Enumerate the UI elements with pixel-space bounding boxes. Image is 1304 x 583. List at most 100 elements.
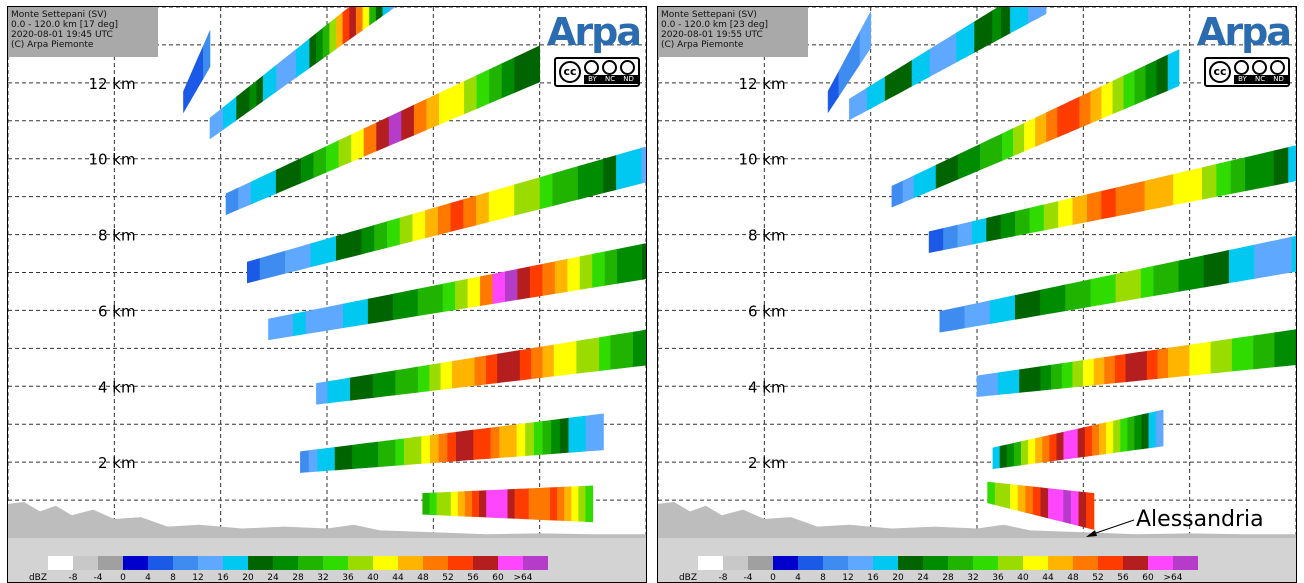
reflectivity-cell — [401, 104, 415, 141]
reflectivity-cell — [203, 30, 211, 80]
reflectivity-cell — [938, 37, 949, 73]
reflectivity-cell — [1144, 177, 1160, 211]
reflectivity-cell — [438, 432, 448, 463]
cc-license-icon: cc BY NC ND — [1204, 57, 1290, 87]
reflectivity-cell — [1065, 281, 1079, 312]
reflectivity-cell — [309, 32, 317, 69]
reflectivity-cell — [1165, 260, 1180, 294]
reflectivity-cell — [360, 442, 371, 469]
reflectivity-cell — [308, 449, 319, 473]
reflectivity-cell — [429, 434, 440, 464]
reflectivity-cell — [514, 180, 528, 216]
reflectivity-cell — [413, 98, 428, 136]
reflectivity-cell — [1002, 295, 1016, 322]
reflectivity-cell — [992, 445, 1001, 470]
reflectivity-cell — [557, 486, 565, 521]
reflectivity-cell — [987, 372, 999, 396]
reflectivity-cell — [442, 281, 456, 312]
legend-tick-label: 12 — [842, 573, 853, 582]
reflectivity-cell — [1263, 332, 1276, 369]
reflectivity-cell — [559, 417, 570, 454]
elevation-scan — [849, 7, 1047, 121]
annotation-leader — [1089, 519, 1135, 536]
reflectivity-cell — [526, 45, 541, 88]
reflectivity-cell — [1052, 284, 1066, 314]
annotation-arrowhead — [1086, 530, 1097, 537]
reflectivity-cell — [1145, 59, 1158, 101]
legend-swatch — [748, 556, 773, 570]
cc-symbol: cc — [1209, 61, 1231, 83]
reflectivity-cell — [417, 364, 430, 393]
elevation-scan — [225, 45, 541, 216]
legend-swatch — [248, 556, 273, 570]
reflectivity-cell — [1025, 485, 1034, 515]
license-nc: NC — [604, 75, 616, 83]
reflectivity-cell — [578, 485, 587, 522]
reflectivity-cell — [256, 75, 264, 107]
reflectivity-cell — [939, 308, 953, 333]
reflectivity-cell — [592, 251, 606, 288]
reflectivity-cell — [479, 490, 487, 518]
reflectivity-cell — [1242, 335, 1254, 371]
reflectivity-cell — [1103, 273, 1117, 305]
reflectivity-cell — [440, 361, 453, 390]
y-tick-label: 4 km — [748, 378, 786, 396]
reflectivity-cell — [1015, 207, 1031, 237]
legend-tick-label: 16 — [867, 573, 879, 582]
reflectivity-cell — [1148, 411, 1157, 449]
legend-tick-label: -8 — [719, 573, 728, 582]
reflectivity-cell — [603, 155, 617, 194]
legend-tick-label: 16 — [217, 573, 229, 582]
reflectivity-cell — [380, 293, 394, 323]
reflectivity-cell — [1019, 367, 1031, 393]
reflectivity-cell — [247, 258, 261, 284]
reflectivity-cell — [859, 11, 871, 65]
reflectivity-cell — [443, 491, 452, 516]
legend-tick-label: 28 — [942, 573, 954, 582]
elevation-scan — [247, 146, 646, 284]
station-text: Monte Settepani (SV) — [11, 10, 107, 20]
legend-swatch — [773, 556, 798, 570]
reflectivity-cell — [259, 254, 274, 281]
legend-swatch — [373, 556, 398, 570]
reflectivity-cell — [392, 291, 406, 321]
reflectivity-cell — [1018, 7, 1029, 29]
legend-tick-label: 4 — [795, 573, 801, 582]
reflectivity-cell — [1134, 414, 1143, 451]
legend-tick-label: 20 — [892, 573, 904, 582]
reflectivity-cell — [229, 96, 237, 126]
reflectivity-cell — [464, 75, 478, 115]
reflectivity-cell — [412, 436, 422, 465]
info-box: Monte Settepani (SV) 0.0 - 120.0 km [23 … — [658, 7, 808, 57]
reflectivity-cell — [250, 175, 264, 205]
reflectivity-cell — [1035, 436, 1043, 464]
reflectivity-cell — [514, 51, 528, 93]
reflectivity-cell — [1199, 341, 1212, 375]
reflectivity-cell — [1063, 489, 1072, 525]
legend-tick-label: 8 — [820, 573, 826, 582]
reflectivity-cell — [1273, 147, 1289, 186]
reflectivity-cell — [1014, 292, 1029, 320]
reflectivity-cell — [280, 313, 294, 339]
reflectivity-cell — [617, 246, 631, 284]
reflectivity-cell — [196, 45, 204, 91]
copyright-text: (C) Arpa Piemonte — [11, 40, 94, 50]
nc-icon — [1252, 60, 1267, 75]
reflectivity-cell — [849, 31, 861, 82]
reflectivity-cell — [399, 213, 414, 245]
reflectivity-cell — [395, 438, 405, 466]
reflectivity-cell — [1253, 333, 1265, 370]
reflectivity-cell — [1042, 434, 1051, 463]
reflectivity-cell — [422, 492, 431, 515]
legend-tick-label: 8 — [170, 573, 176, 582]
reflectivity-cell — [236, 90, 244, 121]
reflectivity-cell — [351, 128, 365, 163]
reflectivity-cell — [1104, 355, 1116, 385]
y-tick-label: 10 km — [88, 151, 135, 169]
reflectivity-cell — [1070, 428, 1079, 459]
reflectivity-cell — [300, 450, 310, 473]
reflectivity-cell — [268, 316, 282, 341]
reflectivity-cell — [493, 489, 502, 519]
reflectivity-cell — [504, 268, 519, 302]
